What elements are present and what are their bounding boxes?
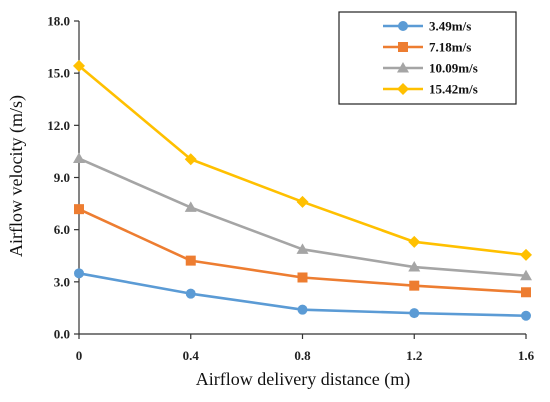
series-3 xyxy=(73,152,532,281)
data-point xyxy=(74,268,84,279)
data-point xyxy=(521,287,531,298)
y-tick-label: 0.0 xyxy=(54,327,70,342)
x-tick-label: 0 xyxy=(76,348,83,363)
legend-item: 7.18m/s xyxy=(383,40,471,55)
x-axis-title: Airflow delivery distance (m) xyxy=(196,369,410,390)
x-tick-label: 0.4 xyxy=(183,348,200,363)
y-tick-label: 6.0 xyxy=(54,222,70,237)
data-point xyxy=(184,153,197,166)
legend-label: 7.18m/s xyxy=(429,40,471,55)
y-tick-label: 12.0 xyxy=(47,118,70,133)
y-tick-label: 9.0 xyxy=(54,170,70,185)
data-point xyxy=(409,280,420,291)
series-4 xyxy=(73,59,532,261)
y-axis-title: Airflow velocity (m/s) xyxy=(6,95,27,257)
data-point xyxy=(73,59,85,72)
data-point xyxy=(408,235,421,248)
legend: 3.49m/s 7.18m/s 10.09m/s 15.42m/s xyxy=(338,11,517,105)
data-point xyxy=(297,304,308,315)
data-point xyxy=(409,308,420,319)
legend-swatch-marker xyxy=(397,62,409,73)
legend-label: 3.49m/s xyxy=(429,19,471,34)
y-tick-label: 15.0 xyxy=(47,66,70,81)
legend-label: 15.42m/s xyxy=(429,82,478,97)
legend-swatch-marker xyxy=(398,42,408,52)
legend-item: 15.42m/s xyxy=(383,82,478,97)
data-point xyxy=(520,248,532,261)
series-1 xyxy=(74,268,531,321)
data-point xyxy=(408,261,421,272)
legend-swatch-marker xyxy=(397,83,409,95)
legend-swatch-marker xyxy=(398,21,408,31)
legend-label: 10.09m/s xyxy=(429,61,478,76)
x-tick-label: 1.6 xyxy=(518,348,535,363)
data-point xyxy=(184,201,197,212)
data-point xyxy=(74,204,84,215)
legend-item: 10.09m/s xyxy=(383,61,478,76)
series-line xyxy=(78,157,527,278)
x-tick-label: 1.2 xyxy=(406,348,422,363)
series-layer xyxy=(73,59,532,321)
y-tick-label: 3.0 xyxy=(54,274,70,289)
data-point xyxy=(296,195,309,208)
data-point xyxy=(297,272,308,283)
data-point xyxy=(185,255,196,266)
data-point xyxy=(296,243,309,254)
legend-box xyxy=(338,11,517,105)
y-tick-label: 18.0 xyxy=(47,14,70,29)
data-point xyxy=(185,288,196,299)
legend-item: 3.49m/s xyxy=(383,19,471,34)
axes: 0.0 3.0 6.0 9.0 12.0 15.0 18.0 0 0.4 0.8 1.2 1.6 xyxy=(47,14,534,364)
data-point xyxy=(520,269,532,281)
series-2 xyxy=(74,204,531,298)
x-tick-label: 0.8 xyxy=(294,348,311,363)
data-point xyxy=(73,152,85,164)
data-point xyxy=(521,310,531,321)
